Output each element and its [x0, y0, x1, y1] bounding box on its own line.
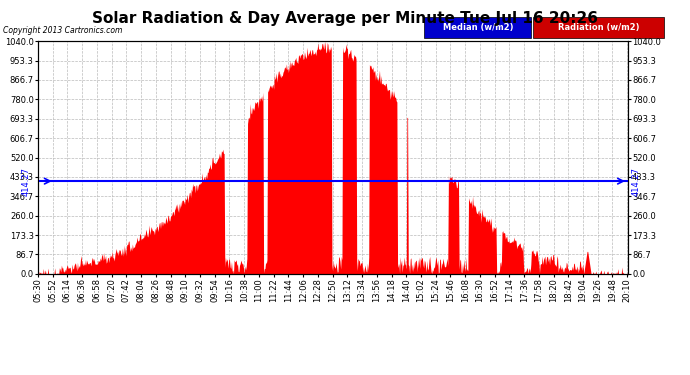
FancyBboxPatch shape — [533, 17, 664, 38]
Text: 414.27: 414.27 — [21, 166, 31, 196]
Text: Radiation (w/m2): Radiation (w/m2) — [558, 22, 640, 32]
Text: 414.27: 414.27 — [631, 166, 641, 196]
Text: Solar Radiation & Day Average per Minute Tue Jul 16 20:26: Solar Radiation & Day Average per Minute… — [92, 11, 598, 26]
Text: Copyright 2013 Cartronics.com: Copyright 2013 Cartronics.com — [3, 26, 123, 35]
FancyBboxPatch shape — [424, 17, 531, 38]
Text: Median (w/m2): Median (w/m2) — [442, 22, 513, 32]
